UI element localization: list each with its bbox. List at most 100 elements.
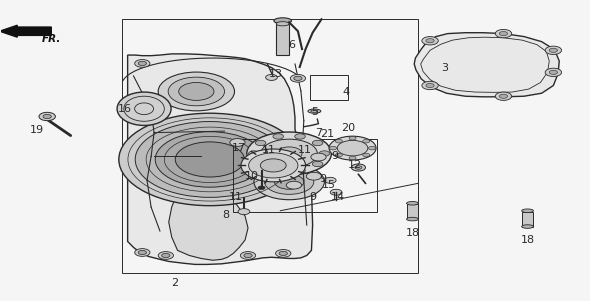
Circle shape <box>324 177 336 183</box>
Circle shape <box>138 61 146 66</box>
Ellipse shape <box>522 225 533 228</box>
Bar <box>122 19 418 273</box>
Circle shape <box>260 159 286 172</box>
Circle shape <box>240 252 255 259</box>
Circle shape <box>426 83 434 88</box>
Circle shape <box>330 189 342 195</box>
Circle shape <box>545 46 562 54</box>
Circle shape <box>330 146 337 150</box>
Text: 8: 8 <box>223 209 230 220</box>
Circle shape <box>335 139 342 143</box>
Circle shape <box>274 174 304 189</box>
Text: 15: 15 <box>322 180 336 190</box>
Circle shape <box>312 140 323 146</box>
Ellipse shape <box>407 201 418 205</box>
Ellipse shape <box>311 110 318 112</box>
Circle shape <box>276 147 302 160</box>
Text: 9: 9 <box>320 174 327 184</box>
Text: 9: 9 <box>332 151 339 161</box>
Circle shape <box>499 94 507 98</box>
Circle shape <box>168 77 225 106</box>
Circle shape <box>295 134 305 139</box>
Circle shape <box>175 142 244 177</box>
Circle shape <box>119 113 301 206</box>
Circle shape <box>295 168 305 173</box>
Text: 18: 18 <box>405 228 419 237</box>
Circle shape <box>276 250 291 257</box>
Ellipse shape <box>308 109 321 113</box>
Circle shape <box>254 164 324 200</box>
Circle shape <box>279 251 287 256</box>
Text: 11: 11 <box>230 192 243 202</box>
Circle shape <box>495 29 512 38</box>
Bar <box>233 138 377 212</box>
Circle shape <box>319 151 330 156</box>
Circle shape <box>545 68 562 76</box>
Circle shape <box>349 136 356 140</box>
Circle shape <box>135 60 150 67</box>
Text: 16: 16 <box>118 104 132 114</box>
Circle shape <box>39 112 55 121</box>
Text: 3: 3 <box>441 64 448 73</box>
Circle shape <box>255 161 266 167</box>
Text: FR.: FR. <box>41 34 61 44</box>
Circle shape <box>43 114 51 119</box>
Circle shape <box>426 39 434 43</box>
FancyArrow shape <box>0 25 51 37</box>
Circle shape <box>264 169 314 194</box>
Text: 21: 21 <box>320 129 335 139</box>
Circle shape <box>355 166 362 169</box>
Text: 12: 12 <box>348 160 362 170</box>
Circle shape <box>337 140 368 156</box>
Circle shape <box>135 249 150 256</box>
Circle shape <box>258 186 265 190</box>
Circle shape <box>286 181 301 189</box>
Circle shape <box>349 156 356 160</box>
Ellipse shape <box>274 18 291 24</box>
Circle shape <box>495 92 512 101</box>
Circle shape <box>352 164 365 171</box>
Polygon shape <box>414 33 559 97</box>
Bar <box>407 204 418 219</box>
Text: 7: 7 <box>315 128 322 138</box>
Text: 19: 19 <box>30 125 44 135</box>
Circle shape <box>155 132 264 187</box>
Text: 18: 18 <box>520 235 535 245</box>
Circle shape <box>422 37 438 45</box>
Circle shape <box>162 253 170 258</box>
Circle shape <box>294 76 302 80</box>
Text: 4: 4 <box>342 87 349 97</box>
Ellipse shape <box>276 22 289 26</box>
Circle shape <box>158 252 173 259</box>
Text: 2: 2 <box>171 278 178 288</box>
Circle shape <box>255 140 266 146</box>
Circle shape <box>363 153 370 157</box>
Circle shape <box>273 168 284 173</box>
Circle shape <box>261 139 317 168</box>
Circle shape <box>363 139 370 143</box>
Text: 11: 11 <box>298 145 312 156</box>
Circle shape <box>335 153 342 157</box>
Circle shape <box>266 74 277 80</box>
Circle shape <box>499 32 507 36</box>
Ellipse shape <box>117 92 171 126</box>
Circle shape <box>549 48 558 52</box>
Text: 20: 20 <box>341 123 355 133</box>
Ellipse shape <box>407 217 418 221</box>
Text: 9: 9 <box>309 192 316 202</box>
Circle shape <box>138 250 146 255</box>
Circle shape <box>135 122 284 197</box>
Circle shape <box>273 134 284 139</box>
Circle shape <box>422 81 438 90</box>
Circle shape <box>238 209 250 215</box>
Circle shape <box>290 74 306 82</box>
Circle shape <box>306 172 322 180</box>
Text: 11: 11 <box>262 145 276 156</box>
Text: 5: 5 <box>311 107 318 117</box>
Polygon shape <box>169 189 248 260</box>
Circle shape <box>247 132 332 175</box>
Text: 6: 6 <box>289 40 296 50</box>
Bar <box>276 24 289 55</box>
Text: 10: 10 <box>244 171 258 181</box>
Circle shape <box>230 138 245 146</box>
